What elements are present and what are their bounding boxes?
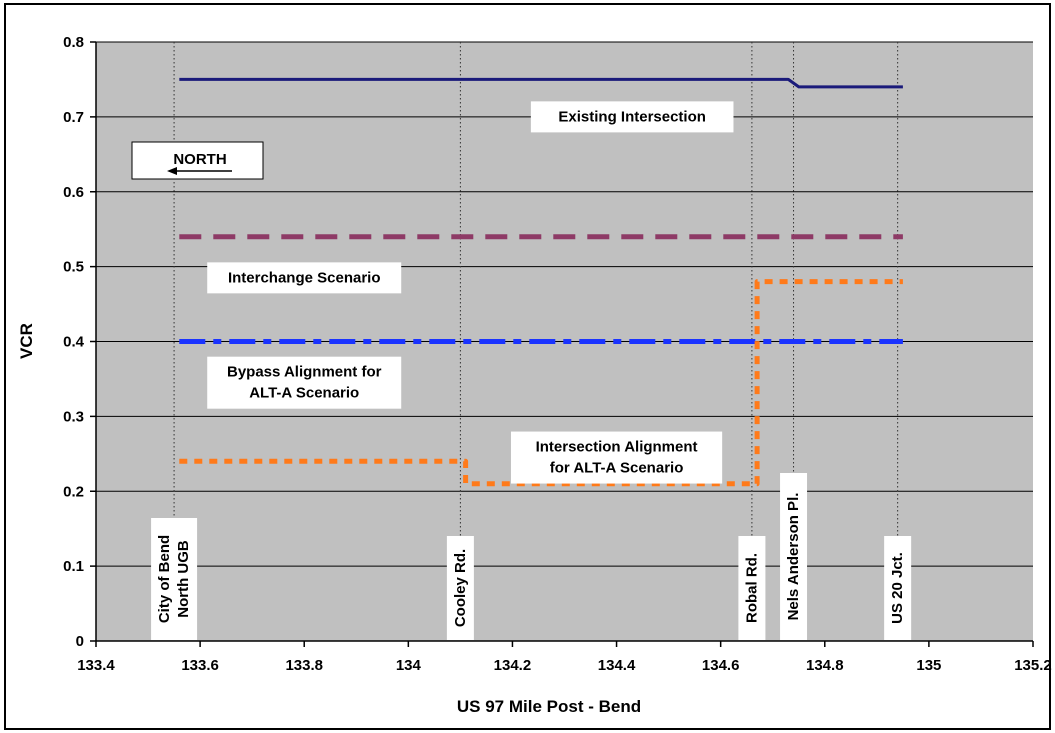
- location-marker-text: Robal Rd.: [743, 553, 760, 623]
- series-label-box: [530, 101, 734, 133]
- location-marker-text: City of Bend: [156, 535, 173, 623]
- location-marker-box: [151, 518, 198, 640]
- location-marker-box: [446, 536, 474, 640]
- series-line: [179, 279, 903, 487]
- series-label-text: Bypass Alignment for: [227, 364, 382, 381]
- series-label-box: [207, 356, 402, 409]
- y-tick-label: 0.1: [63, 558, 84, 575]
- series-label-text: ALT-A Scenario: [249, 385, 359, 402]
- location-marker-label: City of Bend North UGB: [151, 518, 198, 640]
- y-tick-label: 0.4: [63, 334, 85, 351]
- x-tick-label: 134.6: [702, 657, 740, 674]
- y-tick-label: 0.6: [63, 184, 84, 201]
- x-tick-label: 135.2: [1014, 657, 1052, 674]
- y-axis-label: VCR: [17, 323, 36, 359]
- series-label: Bypass Alignment for ALT-A Scenario: [207, 356, 402, 409]
- x-tick-label: 134.2: [494, 657, 532, 674]
- location-marker-label: Cooley Rd.: [446, 536, 474, 640]
- series-labels: Existing Intersection Interchange Scenari…: [207, 101, 734, 484]
- location-marker-box: [780, 473, 808, 640]
- location-marker-text: Cooley Rd.: [452, 549, 469, 627]
- north-annotation: NORTH: [131, 141, 264, 180]
- series-label-text: Interchange Scenario: [228, 269, 381, 286]
- location-marker-box: [884, 536, 912, 640]
- series-label-text: Existing Intersection: [558, 108, 706, 125]
- location-marker-label: US 20 Jct.: [884, 536, 912, 640]
- figure-border: [4, 3, 1051, 730]
- series-label: Intersection Alignment for ALT-A Scenario: [510, 431, 723, 484]
- x-axis-label: US 97 Mile Post - Bend: [457, 697, 641, 716]
- series-lines: [179, 77, 903, 487]
- x-tick-label: 134.8: [806, 657, 844, 674]
- series-label-box: [207, 262, 402, 294]
- y-tick-label: 0.3: [63, 408, 84, 425]
- y-tick-label: 0.5: [63, 259, 84, 276]
- north-arrow-head: [167, 167, 177, 175]
- x-tick-label: 135: [916, 657, 941, 674]
- series-label-text: Intersection Alignment: [536, 439, 698, 456]
- north-box: [131, 141, 264, 180]
- x-tick-label: 133.8: [285, 657, 323, 674]
- location-marker-label: Nels Anderson Pl.: [780, 473, 808, 640]
- series-label: Existing Intersection: [530, 101, 734, 133]
- x-tick-label: 134: [396, 657, 422, 674]
- location-marker-label: Robal Rd.: [738, 536, 766, 640]
- series-line: [179, 77, 903, 89]
- x-tick-label: 134.4: [598, 657, 636, 674]
- series-label: Interchange Scenario: [207, 262, 402, 294]
- series-label-text: for ALT-A Scenario: [550, 460, 684, 477]
- location-marker-text: Nels Anderson Pl.: [785, 493, 802, 621]
- y-tick-label: 0: [76, 633, 84, 650]
- north-text: NORTH: [173, 151, 226, 168]
- location-marker-text: North UGB: [175, 540, 192, 618]
- x-tick-label: 133.4: [77, 657, 115, 674]
- location-marker-box: [738, 536, 766, 640]
- axes: 0 0.1 0.2 0.3 0.4 0.5 0.6 0.7 0.8 133.4 133.6 133.8…: [63, 34, 1052, 674]
- series-label-box: [510, 431, 723, 484]
- location-marker-text: US 20 Jct.: [889, 552, 906, 624]
- y-tick-label: 0.7: [63, 109, 84, 126]
- x-tick-label: 133.6: [181, 657, 219, 674]
- y-tick-label: 0.8: [63, 34, 84, 51]
- location-markers: City of Bend North UGB Cooley Rd. Robal Rd.…: [151, 42, 912, 641]
- y-tick-label: 0.2: [63, 483, 84, 500]
